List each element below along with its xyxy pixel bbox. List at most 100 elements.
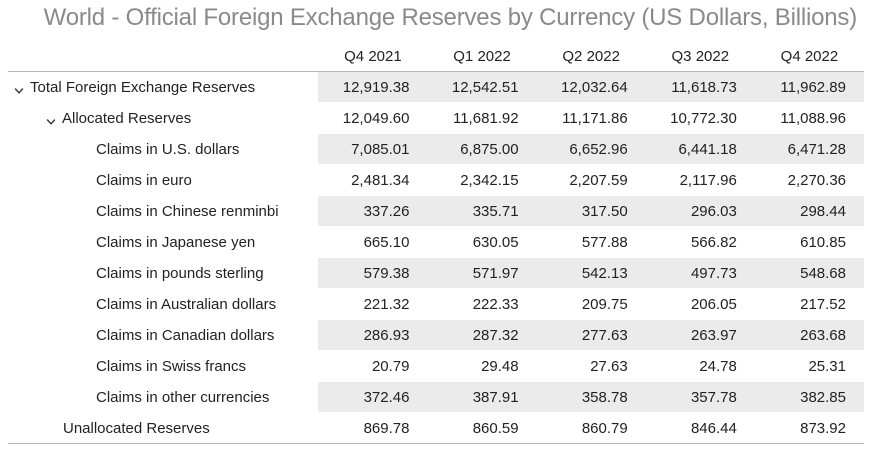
value-cell: 11,962.89: [754, 71, 864, 103]
table-row: Claims in Canadian dollars 286.93 287.32 27…: [8, 319, 864, 351]
row-label: Allocated Reserves: [62, 109, 192, 127]
row-label-cell: Unallocated Reserves: [8, 412, 319, 444]
row-label: Claims in Australian dollars: [96, 295, 277, 313]
value-cell: 357.78: [645, 381, 755, 413]
value-cell: 263.97: [645, 319, 755, 351]
value-cell: 358.78: [536, 381, 646, 413]
value-cell: 222.33: [427, 288, 537, 320]
value-cell: 12,542.51: [427, 71, 537, 103]
header-row: Q4 2021 Q1 2022 Q2 2022 Q3 2022 Q4 2022: [8, 41, 864, 72]
value-cell: 2,117.96: [645, 164, 755, 196]
value-cell: 11,618.73: [645, 71, 755, 103]
header-label-cell: [8, 41, 318, 72]
column-header: Q4 2021: [344, 47, 402, 65]
value-cell: 12,049.60: [318, 102, 428, 134]
row-label-cell: Claims in pounds sterling: [8, 257, 319, 289]
value-cell: 7,085.01: [318, 133, 428, 165]
value-cell: 11,171.86: [536, 102, 646, 134]
value-cell: 610.85: [754, 226, 864, 258]
table-row: Claims in U.S. dollars 7,085.01 6,875.00 6,…: [8, 133, 864, 165]
row-label-cell: Claims in Japanese yen: [8, 226, 319, 258]
value-cell: 221.32: [318, 288, 428, 320]
table-row: Claims in pounds sterling 579.38 571.97 542…: [8, 257, 864, 289]
value-cell: 277.63: [536, 319, 646, 351]
row-label-cell: Claims in other currencies: [8, 381, 319, 413]
value-cell: 29.48: [427, 350, 537, 382]
value-cell: 209.75: [536, 288, 646, 320]
row-label-cell: Claims in Chinese renminbi: [8, 195, 319, 227]
value-cell: 335.71: [427, 195, 537, 227]
value-cell: 6,875.00: [427, 133, 537, 165]
value-cell: 317.50: [536, 195, 646, 227]
row-label-cell: Claims in Australian dollars: [8, 288, 319, 320]
column-header: Q3 2022: [671, 47, 730, 65]
table-body: Total Foreign Exchange Reserves 12,919.38…: [8, 71, 864, 444]
reserves-table: Q4 2021 Q1 2022 Q2 2022 Q3 2022 Q4 2022 …: [8, 41, 864, 444]
value-cell: 12,919.38: [318, 71, 428, 103]
value-cell: 577.88: [536, 226, 646, 258]
value-cell: 2,207.59: [536, 164, 646, 196]
value-cell: 287.32: [427, 319, 537, 351]
value-cell: 860.79: [536, 412, 646, 444]
row-label-cell: Claims in Canadian dollars: [8, 319, 319, 351]
value-cell: 382.85: [754, 381, 864, 413]
value-cell: 24.78: [645, 350, 755, 382]
value-cell: 6,471.28: [754, 133, 864, 165]
chevron-down-icon[interactable]: [46, 114, 56, 125]
value-cell: 298.44: [754, 195, 864, 227]
value-cell: 665.10: [318, 226, 428, 258]
value-cell: 869.78: [318, 412, 428, 444]
row-label: Claims in U.S. dollars: [96, 140, 240, 158]
value-cell: 296.03: [645, 195, 755, 227]
value-cell: 263.68: [754, 319, 864, 351]
value-cell: 25.31: [754, 350, 864, 382]
value-cell: 11,088.96: [754, 102, 864, 134]
value-cell: 12,032.64: [536, 71, 646, 103]
row-label: Total Foreign Exchange Reserves: [30, 78, 256, 96]
table-row: Claims in Japanese yen 665.10 630.05 577.88…: [8, 226, 864, 258]
column-header: Q2 2022: [562, 47, 620, 65]
value-cell: 548.68: [754, 257, 864, 289]
value-cell: 2,481.34: [318, 164, 428, 196]
row-label: Claims in euro: [96, 171, 192, 189]
row-label: Claims in Canadian dollars: [96, 326, 275, 344]
value-cell: 206.05: [645, 288, 755, 320]
value-cell: 286.93: [318, 319, 428, 351]
value-cell: 6,652.96: [536, 133, 646, 165]
table-row: Claims in Australian dollars 221.32 222.33…: [8, 288, 864, 320]
table-row: Allocated Reserves 12,049.60 11,681.92 11,1…: [8, 102, 864, 134]
value-cell: 846.44: [645, 412, 755, 444]
value-cell: 387.91: [427, 381, 537, 413]
value-cell: 20.79: [318, 350, 428, 382]
value-cell: 372.46: [318, 381, 428, 413]
row-label: Unallocated Reserves: [63, 419, 210, 437]
value-cell: 566.82: [645, 226, 755, 258]
column-header: Q1 2022: [453, 47, 511, 65]
value-cell: 2,270.36: [754, 164, 864, 196]
value-cell: 2,342.15: [427, 164, 537, 196]
row-label-cell: Claims in U.S. dollars: [8, 133, 319, 165]
value-cell: 630.05: [427, 226, 537, 258]
table-row: Unallocated Reserves 869.78 860.59 860.79 84…: [8, 412, 864, 444]
row-label-cell: Claims in Swiss francs: [8, 350, 319, 382]
value-cell: 579.38: [318, 257, 428, 289]
row-label: Claims in Chinese renminbi: [96, 202, 279, 220]
table-row: Claims in Chinese renminbi 337.26 335.71 31…: [8, 195, 864, 227]
table-row: Claims in Swiss francs 20.79 29.48 27.63 24.…: [8, 350, 864, 382]
value-cell: 571.97: [427, 257, 537, 289]
table-row: Claims in other currencies 372.46 387.91 35…: [8, 381, 864, 413]
value-cell: 860.59: [427, 412, 537, 444]
value-cell: 217.52: [754, 288, 864, 320]
value-cell: 873.92: [754, 412, 864, 444]
row-label-cell[interactable]: Allocated Reserves: [8, 102, 319, 134]
value-cell: 6,441.18: [645, 133, 755, 165]
value-cell: 27.63: [536, 350, 646, 382]
table-row: Claims in euro 2,481.34 2,342.15 2,207.59 2,…: [8, 164, 864, 196]
chevron-down-icon[interactable]: [14, 83, 24, 94]
row-label: Claims in Swiss francs: [96, 357, 247, 375]
value-cell: 337.26: [318, 195, 428, 227]
column-header: Q4 2022: [780, 47, 839, 65]
row-label-cell[interactable]: Total Foreign Exchange Reserves: [8, 71, 319, 103]
value-cell: 497.73: [645, 257, 755, 289]
chart-title: World - Official Foreign Exchange Reserv…: [43, 4, 858, 31]
